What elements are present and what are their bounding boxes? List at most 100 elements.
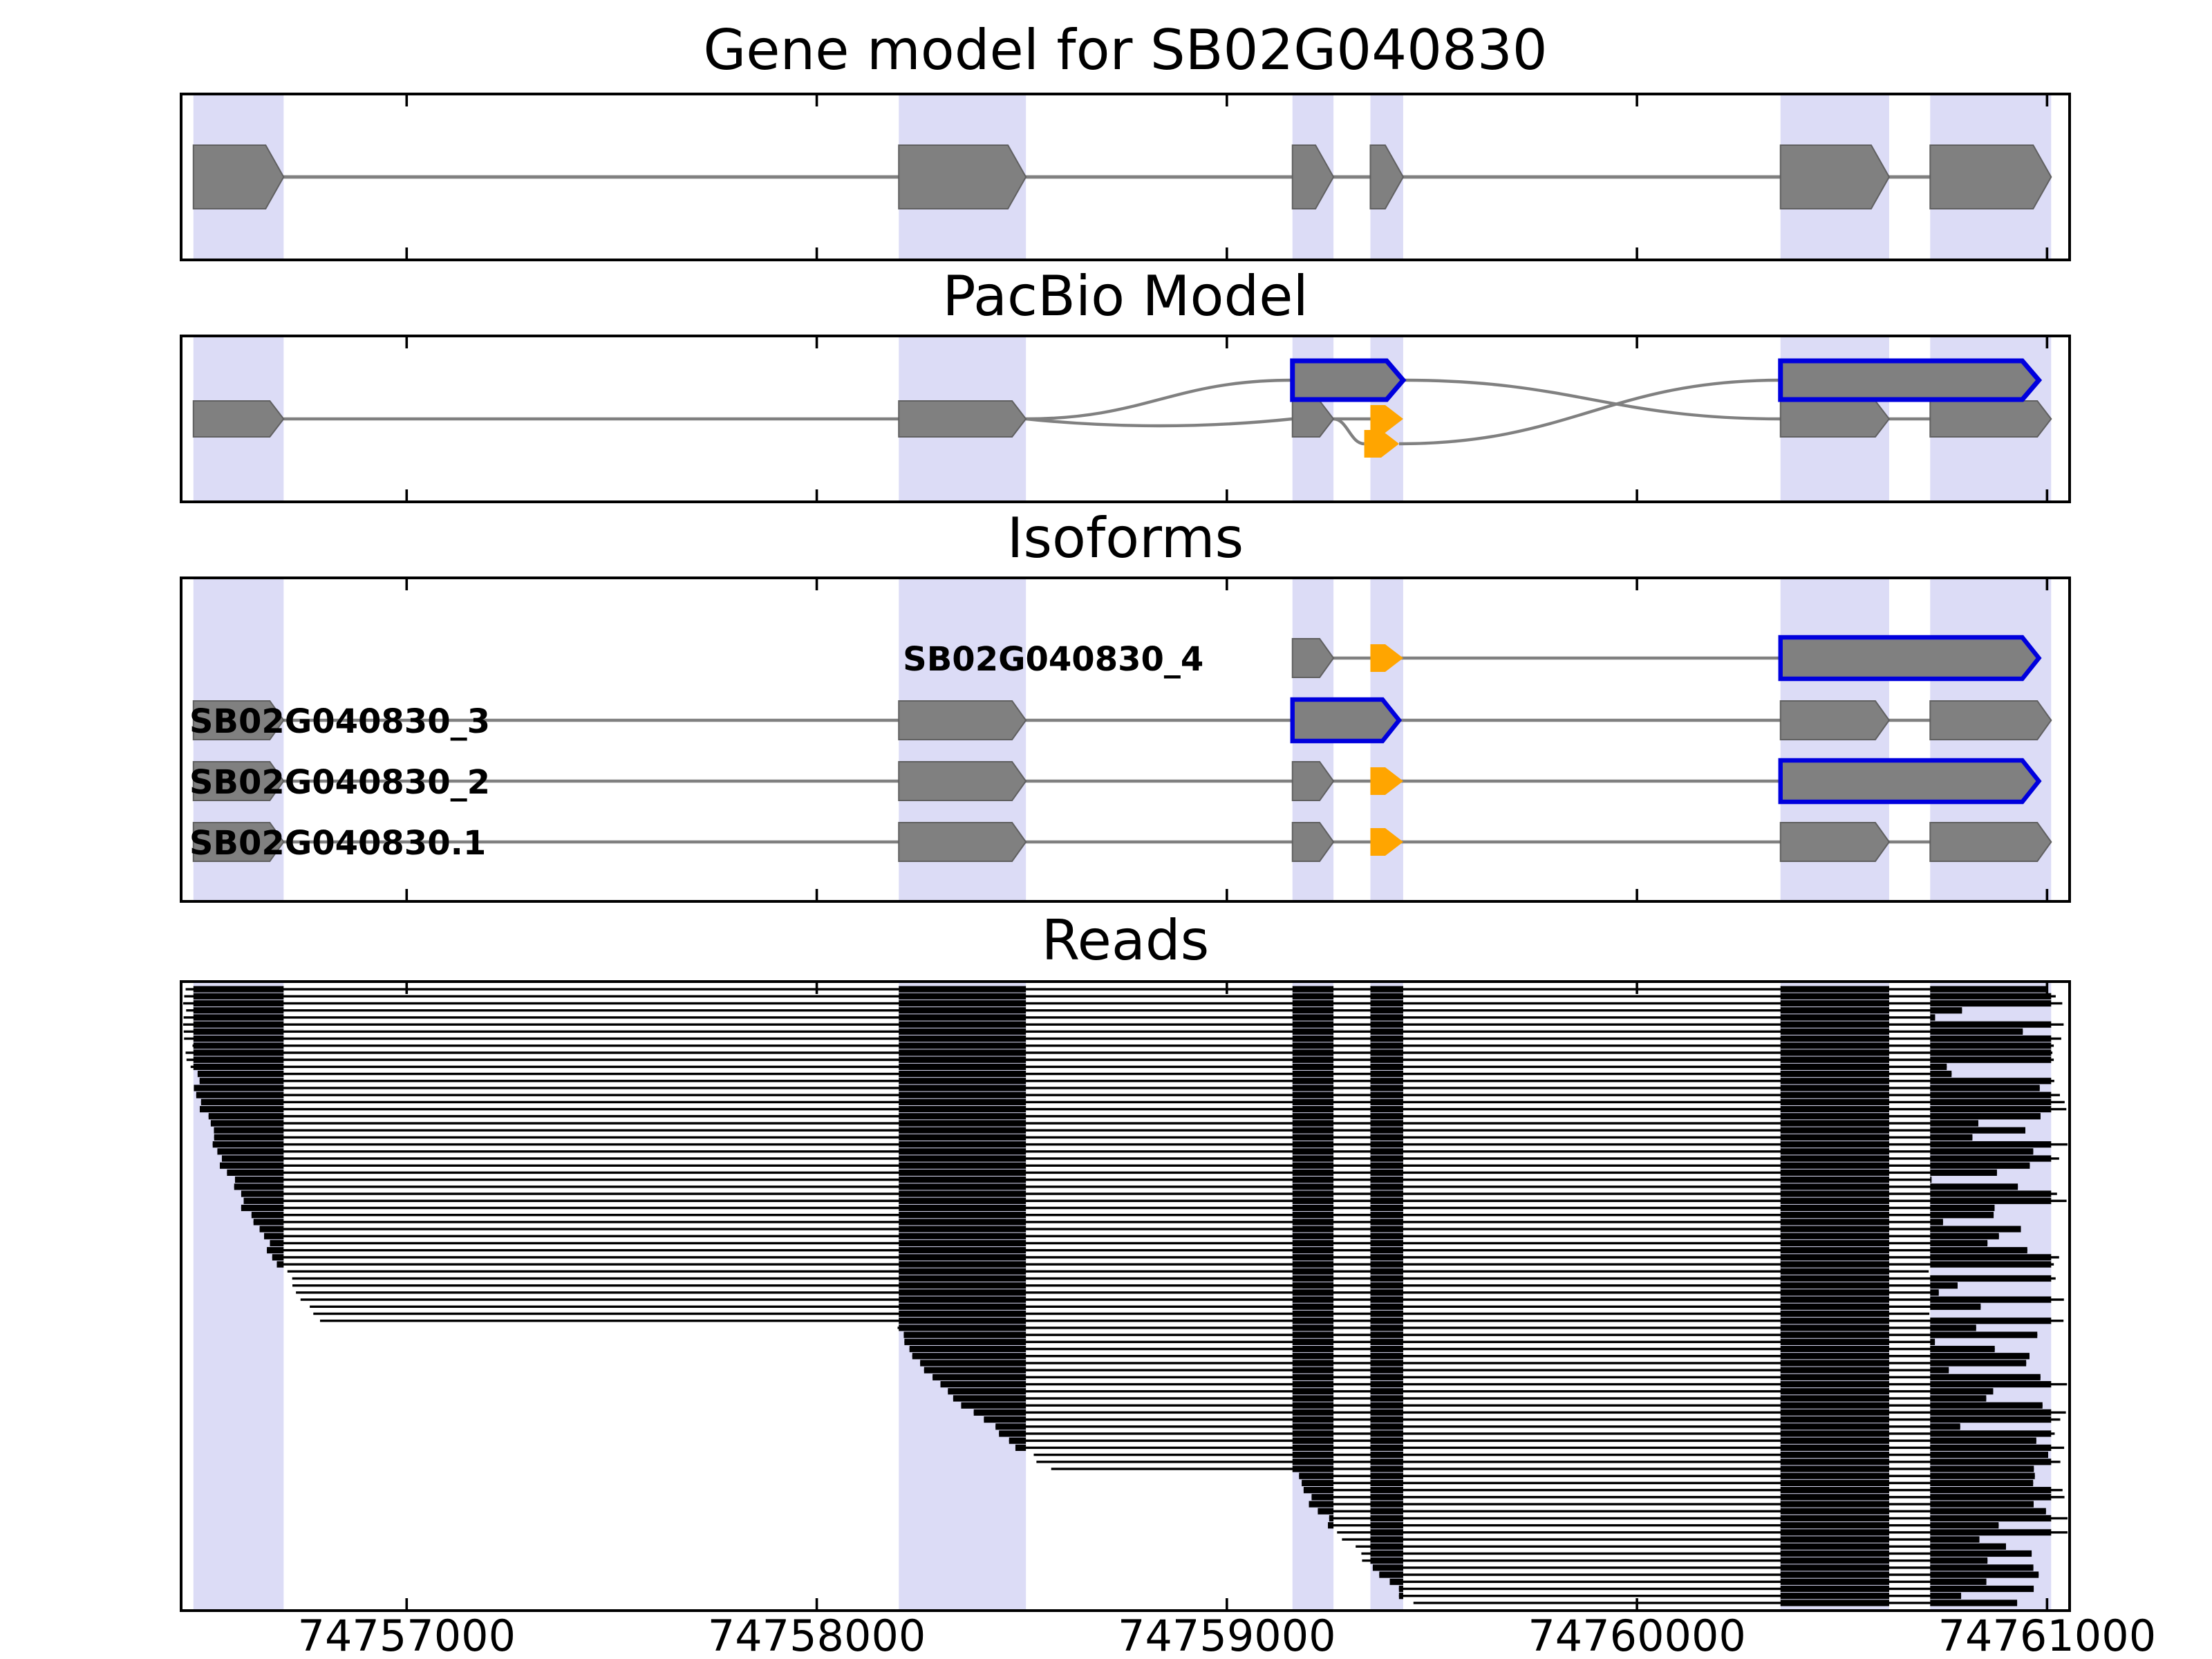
read-exon-block xyxy=(995,1423,1027,1430)
read-exon-block xyxy=(1780,1226,1889,1232)
read-exon-block xyxy=(1780,1459,1889,1465)
read-line xyxy=(287,1270,1929,1273)
read-exon-block xyxy=(1930,1035,2052,1042)
read-exon-block xyxy=(1292,993,1334,1000)
read-line xyxy=(973,1411,2066,1414)
read-exon-block xyxy=(1292,1402,1334,1409)
read-exon-block xyxy=(899,986,1027,993)
isoform-exon xyxy=(1291,761,1335,801)
pacbio-novel-exon xyxy=(1290,358,1407,402)
read-exon-block xyxy=(1370,1331,1403,1338)
read-exon-block xyxy=(1370,1543,1403,1550)
read-exon-block xyxy=(1930,1105,2052,1113)
read-exon-block xyxy=(899,1134,1027,1141)
read-exon-block xyxy=(899,1056,1027,1063)
read-exon-block xyxy=(1930,1197,2052,1204)
read-exon-block xyxy=(1780,1345,1889,1353)
isoform-exon xyxy=(898,761,1027,801)
read-exon-block xyxy=(1370,1515,1403,1522)
reads-title: Reads xyxy=(1042,908,1210,973)
read-line xyxy=(264,1235,1999,1237)
read-exon-block xyxy=(193,1000,284,1007)
read-exon-block xyxy=(1930,1388,1994,1395)
read-line xyxy=(300,1298,2064,1301)
read-exon-block xyxy=(899,1324,1027,1331)
read-exon-block xyxy=(904,1338,1027,1345)
read-exon-block xyxy=(234,1183,284,1190)
read-exon-block xyxy=(217,1148,284,1155)
read-exon-block xyxy=(1370,1508,1403,1515)
read-exon-block xyxy=(259,1226,284,1232)
read-exon-block xyxy=(1292,1465,1334,1472)
read-exon-block xyxy=(267,1247,284,1254)
read-exon-block xyxy=(1370,1409,1403,1416)
read-exon-block xyxy=(999,1430,1027,1437)
read-exon-block xyxy=(1780,1318,1889,1324)
read-exon-block xyxy=(1780,1557,1889,1564)
read-exon-block xyxy=(1780,1177,1889,1183)
read-exon-block xyxy=(899,1049,1027,1056)
gene-exon xyxy=(1369,144,1405,209)
read-exon-block xyxy=(1780,1593,1889,1600)
pacbio-exon xyxy=(192,400,285,438)
read-exon-block xyxy=(1370,1247,1403,1254)
read-exon-block xyxy=(1292,1388,1334,1395)
read-exon-block xyxy=(1292,1345,1334,1353)
read-exon-block xyxy=(200,1105,284,1113)
read-exon-block xyxy=(1370,1162,1403,1169)
read-exon-block xyxy=(1780,1515,1889,1522)
read-exon-block xyxy=(241,1190,284,1197)
read-exon-block xyxy=(1930,1557,1988,1564)
read-exon-block xyxy=(1292,1247,1334,1254)
read-exon-block xyxy=(1292,1078,1334,1085)
read-exon-block xyxy=(1292,1324,1334,1331)
read-exon-block xyxy=(1780,1296,1889,1303)
read-exon-block xyxy=(1292,1098,1334,1105)
read-exon-block xyxy=(909,1345,1027,1353)
read-exon-block xyxy=(899,1098,1027,1105)
read-exon-block xyxy=(1318,1508,1334,1515)
read-line xyxy=(912,1355,2030,1358)
read-exon-block xyxy=(1370,1324,1403,1331)
read-exon-block xyxy=(253,1219,284,1226)
read-exon-block xyxy=(1292,1239,1334,1247)
read-exon-block xyxy=(1930,1070,1952,1078)
read-line xyxy=(251,1213,1994,1217)
read-exon-block xyxy=(899,1063,1027,1070)
read-exon-block xyxy=(1292,1232,1334,1239)
read-exon-block xyxy=(1780,1078,1889,1085)
transcript-label: SB02G040830.1 xyxy=(189,824,486,863)
read-exon-block xyxy=(899,1247,1027,1254)
read-exon-block xyxy=(1780,1395,1889,1402)
read-exon-block xyxy=(1370,1437,1403,1444)
read-exon-block xyxy=(899,1042,1027,1049)
read-line xyxy=(220,1164,2030,1167)
read-exon-block xyxy=(1780,1331,1889,1338)
read-line xyxy=(267,1248,2027,1252)
read-exon-block xyxy=(1930,1345,1995,1353)
pacbio-title: PacBio Model xyxy=(942,264,1308,328)
read-exon-block xyxy=(270,1239,284,1247)
read-exon-block xyxy=(1780,1508,1889,1515)
read-line xyxy=(199,1080,2054,1082)
splice-junction-arc xyxy=(1398,378,1781,446)
read-exon-block xyxy=(1930,1494,2052,1501)
read-exon-block xyxy=(899,1113,1027,1120)
read-exon-block xyxy=(193,1014,284,1021)
read-exon-block xyxy=(1370,1120,1403,1127)
read-exon-block xyxy=(1780,1310,1889,1318)
read-exon-block xyxy=(1930,1402,2043,1409)
pacbio-novel-exon xyxy=(1778,358,2043,402)
read-exon-block xyxy=(1370,1254,1403,1261)
read-exon-block xyxy=(193,1042,284,1049)
read-exon-block xyxy=(1930,1183,2018,1190)
read-line xyxy=(1009,1439,2036,1442)
read-exon-block xyxy=(1780,1494,1889,1501)
read-exon-block xyxy=(1292,1423,1334,1430)
read-line xyxy=(984,1418,2061,1421)
read-exon-block xyxy=(1780,1360,1889,1367)
read-exon-block xyxy=(1370,1338,1403,1345)
read-line xyxy=(194,1087,2040,1089)
gene-exon xyxy=(1779,144,1891,209)
read-line xyxy=(234,1185,2018,1188)
